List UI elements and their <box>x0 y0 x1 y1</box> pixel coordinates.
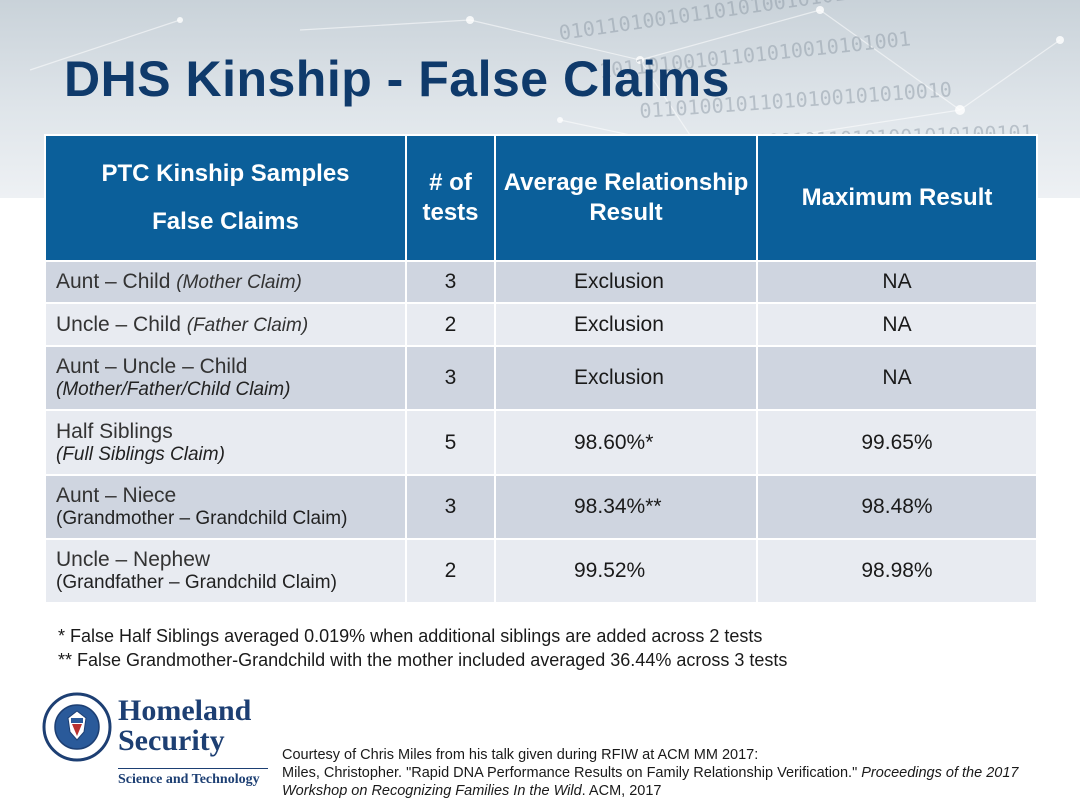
table-row: Aunt – Child (Mother Claim) 3 Exclusion … <box>44 260 1038 304</box>
header-average: Average Relationship Result <box>494 134 758 262</box>
claim-label: (Full Siblings Claim) <box>56 443 225 465</box>
maximum-cell: 98.48% <box>756 474 1038 540</box>
tests-cell: 3 <box>405 345 496 411</box>
tests-cell: 2 <box>405 302 496 347</box>
logo-line-homeland: Homeland <box>118 694 252 727</box>
relationship-label: Aunt – Uncle – Child <box>56 355 248 378</box>
relationship-cell: Aunt – Child (Mother Claim) <box>44 260 407 304</box>
citation-line: Miles, Christopher. "Rapid DNA Performan… <box>282 764 1062 800</box>
tests-cell: 3 <box>405 474 496 540</box>
average-cell: 98.34%** <box>494 474 758 540</box>
table-header-row: PTC Kinship Samples False Claims # of te… <box>44 134 1038 262</box>
dhs-seal-icon <box>42 692 112 762</box>
maximum-cell: 99.65% <box>756 409 1038 476</box>
table-row: Aunt – Niece (Grandmother – Grandchild C… <box>44 474 1038 540</box>
logo-divider <box>118 768 268 769</box>
header-samples-line1: PTC Kinship Samples <box>101 160 350 187</box>
average-cell: Exclusion <box>494 260 758 304</box>
maximum-cell: NA <box>756 260 1038 304</box>
header-samples-line2: False Claims <box>152 208 299 235</box>
header-samples: PTC Kinship Samples False Claims <box>44 134 407 262</box>
relationship-label: Aunt – Child <box>56 270 171 293</box>
claim-label: (Grandfather – Grandchild Claim) <box>56 572 337 593</box>
claim-label: (Mother Claim) <box>176 272 302 293</box>
table-row: Aunt – Uncle – Child (Mother/Father/Chil… <box>44 345 1038 411</box>
table-row: Uncle – Nephew (Grandfather – Grandchild… <box>44 538 1038 604</box>
average-cell: Exclusion <box>494 302 758 347</box>
footnote-grandmother: ** False Grandmother-Grandchild with the… <box>58 650 788 670</box>
claim-label: (Mother/Father/Child Claim) <box>56 379 291 400</box>
header-tests: # of tests <box>405 134 496 262</box>
citation-text: Miles, Christopher. "Rapid DNA Performan… <box>282 765 862 781</box>
relationship-cell: Uncle – Child (Father Claim) <box>44 302 407 347</box>
table-row: Half Siblings (Full Siblings Claim) 5 98… <box>44 409 1038 476</box>
tests-cell: 5 <box>405 409 496 476</box>
maximum-cell: NA <box>756 302 1038 347</box>
average-cell: Exclusion <box>494 345 758 411</box>
header-maximum: Maximum Result <box>756 134 1038 262</box>
tests-cell: 2 <box>405 538 496 604</box>
maximum-cell: NA <box>756 345 1038 411</box>
relationship-label: Uncle – Nephew <box>56 548 211 571</box>
footnote-half-siblings: * False Half Siblings averaged 0.019% wh… <box>58 626 763 646</box>
relationship-cell: Half Siblings (Full Siblings Claim) <box>44 409 407 476</box>
relationship-label: Aunt – Niece <box>56 484 177 507</box>
claim-label: (Father Claim) <box>186 314 309 336</box>
relationship-cell: Aunt – Niece (Grandmother – Grandchild C… <box>44 474 407 540</box>
average-cell: 98.60%* <box>494 409 758 476</box>
tests-cell: 3 <box>405 260 496 304</box>
logo-line-science: Science and Technology <box>118 772 260 787</box>
relationship-label: Uncle – Child <box>56 312 181 336</box>
logo-line-security: Security <box>118 724 225 757</box>
average-cell: 99.52% <box>494 538 758 604</box>
credit-line: Courtesy of Chris Miles from his talk gi… <box>282 747 759 763</box>
footnotes: * False Half Siblings averaged 0.019% wh… <box>58 624 787 672</box>
claim-label: (Grandmother – Grandchild Claim) <box>56 508 348 529</box>
relationship-cell: Uncle – Nephew (Grandfather – Grandchild… <box>44 538 407 604</box>
binary-network-graphic: 01011010010110101001010100 1011010010110… <box>29 0 1064 155</box>
table-row: Uncle – Child (Father Claim) 2 Exclusion… <box>44 302 1038 347</box>
kinship-table: PTC Kinship Samples False Claims # of te… <box>44 134 1038 604</box>
maximum-cell: 98.98% <box>756 538 1038 604</box>
citation-end: . ACM, 2017 <box>581 783 662 799</box>
credit-citation: Courtesy of Chris Miles from his talk gi… <box>282 746 1062 800</box>
dhs-logo-text: Homeland Security Science and Technology <box>118 694 260 788</box>
page-title: DHS Kinship - False Claims <box>64 51 730 107</box>
citation-venue: Proceedings of the 2017 Workshop on Reco… <box>282 765 1019 799</box>
relationship-cell: Aunt – Uncle – Child (Mother/Father/Chil… <box>44 345 407 411</box>
relationship-label: Half Siblings <box>56 419 173 443</box>
